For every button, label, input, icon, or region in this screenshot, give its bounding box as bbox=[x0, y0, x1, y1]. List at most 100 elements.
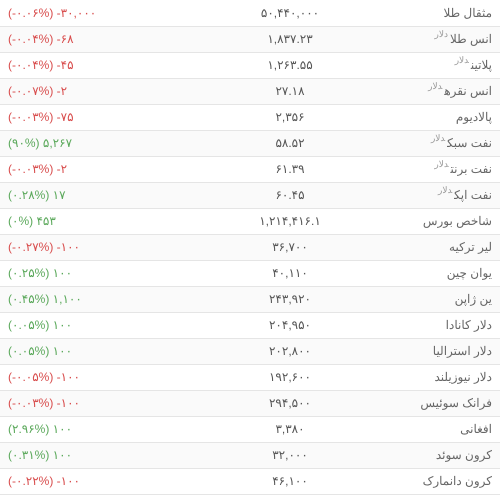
instrument-name: یوان چین bbox=[380, 260, 500, 286]
change-amount: ۱۰۰ bbox=[49, 318, 72, 332]
price-value: ۱۹۲,۶۰۰ bbox=[200, 364, 380, 390]
change-amount: ۱۷ bbox=[49, 188, 65, 202]
instrument-name: فرانک سوئیس bbox=[380, 390, 500, 416]
table-row: یوان چین۴۰,۱۱۰(۰.۲۵%) ۱۰۰ bbox=[0, 260, 500, 286]
price-value: ۶۱.۳۹ bbox=[200, 156, 380, 182]
change-value: (۰.۴۵%) ۱,۱۰۰ bbox=[0, 286, 200, 312]
price-table: مثقال طلا۵۰,۴۴۰,۰۰۰(-۰.۰۶%) -۳۰,۰۰۰انس ط… bbox=[0, 0, 500, 495]
change-amount: ۱,۱۰۰ bbox=[49, 292, 81, 306]
instrument-name: ین ژاپن bbox=[380, 286, 500, 312]
price-value: ۲۰۲,۸۰۰ bbox=[200, 338, 380, 364]
price-value: ۴۶,۱۰۰ bbox=[200, 468, 380, 494]
change-value: (-۰.۰۴%) -۴۵ bbox=[0, 52, 200, 78]
change-percent: (۰.۰۵%) bbox=[8, 344, 49, 358]
change-value: (۹۰%) ۵,۲۶۷ bbox=[0, 130, 200, 156]
change-value: (۰%) ۴۵۳ bbox=[0, 208, 200, 234]
instrument-name: نفت سبکدلار bbox=[380, 130, 500, 156]
name-text: نفت اپک bbox=[454, 188, 492, 202]
change-value: (-۰.۰۶%) -۳۰,۰۰۰ bbox=[0, 0, 200, 26]
instrument-name: انس نقرهدلار bbox=[380, 78, 500, 104]
table-row: پلاتیندلار۱,۲۶۳.۵۵(-۰.۰۴%) -۴۵ bbox=[0, 52, 500, 78]
change-percent: (۰.۴۵%) bbox=[8, 292, 49, 306]
change-amount: ۱۰۰ bbox=[49, 344, 72, 358]
table-row: انس نقرهدلار۲۷.۱۸(-۰.۰۷%) -۲ bbox=[0, 78, 500, 104]
change-amount: -۶۸ bbox=[53, 32, 73, 46]
price-value: ۳,۳۸۰ bbox=[200, 416, 380, 442]
change-percent: (۲.۹۶%) bbox=[8, 422, 49, 436]
change-percent: (-۰.۰۳%) bbox=[8, 110, 53, 124]
change-value: (۰.۳۱%) ۱۰۰ bbox=[0, 442, 200, 468]
table-row: کرون سوئد۳۲,۰۰۰(۰.۳۱%) ۱۰۰ bbox=[0, 442, 500, 468]
table-row: ین ژاپن۲۴۳,۹۲۰(۰.۴۵%) ۱,۱۰۰ bbox=[0, 286, 500, 312]
change-percent: (-۰.۰۵%) bbox=[8, 370, 53, 384]
change-percent: (-۰.۰۳%) bbox=[8, 396, 53, 410]
name-text: فرانک سوئیس bbox=[420, 396, 492, 410]
price-value: ۲۴۳,۹۲۰ bbox=[200, 286, 380, 312]
change-amount: ۴۵۳ bbox=[33, 214, 56, 228]
change-amount: -۴۵ bbox=[53, 58, 73, 72]
currency-superscript: دلار bbox=[434, 29, 448, 39]
instrument-name: دلار نیوزیلند bbox=[380, 364, 500, 390]
change-value: (۰.۰۵%) ۱۰۰ bbox=[0, 338, 200, 364]
price-value: ۱,۲۶۳.۵۵ bbox=[200, 52, 380, 78]
change-value: (-۰.۲۲%) -۱۰۰ bbox=[0, 468, 200, 494]
table-row: نفت سبکدلار۵۸.۵۲(۹۰%) ۵,۲۶۷ bbox=[0, 130, 500, 156]
currency-superscript: دلار bbox=[455, 55, 469, 65]
change-amount: -۱۰۰ bbox=[53, 240, 80, 254]
table-row: نفت اپکدلار۶۰.۴۵(۰.۲۸%) ۱۷ bbox=[0, 182, 500, 208]
change-value: (-۰.۰۳%) -۱۰۰ bbox=[0, 390, 200, 416]
name-text: ین ژاپن bbox=[455, 292, 492, 306]
table-row: انس طلادلار۱,۸۳۷.۲۳(-۰.۰۴%) -۶۸ bbox=[0, 26, 500, 52]
instrument-name: نفت اپکدلار bbox=[380, 182, 500, 208]
change-percent: (۰.۰۵%) bbox=[8, 318, 49, 332]
change-percent: (-۰.۰۳%) bbox=[8, 162, 53, 176]
price-value: ۱,۸۳۷.۲۳ bbox=[200, 26, 380, 52]
name-text: شاخص بورس bbox=[423, 214, 492, 228]
change-amount: ۱۰۰ bbox=[49, 266, 72, 280]
table-row: دلار نیوزیلند ۱۹۲,۶۰۰ (-۰.۰۵%) -۱۰۰ bbox=[0, 364, 500, 390]
change-value: (۲.۹۶%) ۱۰۰ bbox=[0, 416, 200, 442]
table-row: افغانی۳,۳۸۰(۲.۹۶%) ۱۰۰ bbox=[0, 416, 500, 442]
price-value: ۲,۳۵۶ bbox=[200, 104, 380, 130]
name-text: نفت برنت bbox=[451, 162, 492, 176]
change-amount: ۵,۲۶۷ bbox=[40, 136, 72, 150]
change-value: (۰.۲۵%) ۱۰۰ bbox=[0, 260, 200, 286]
change-amount: -۱۰۰ bbox=[53, 370, 80, 384]
table-row: شاخص بورس ۱,۲۱۴,۴۱۶.۱(۰%) ۴۵۳ bbox=[0, 208, 500, 234]
instrument-name: دلار استرالیا bbox=[380, 338, 500, 364]
change-amount: ۱۰۰ bbox=[49, 422, 72, 436]
change-amount: -۳۰,۰۰۰ bbox=[53, 6, 96, 20]
change-amount: -۱۰۰ bbox=[53, 396, 80, 410]
name-text: لیر ترکیه bbox=[449, 240, 492, 254]
instrument-name: مثقال طلا bbox=[380, 0, 500, 26]
change-value: (-۰.۰۳%) -۷۵ bbox=[0, 104, 200, 130]
change-value: (-۰.۰۷%) -۲ bbox=[0, 78, 200, 104]
name-text: کرون سوئد bbox=[436, 448, 492, 462]
change-value: (۰.۰۵%) ۱۰۰ bbox=[0, 312, 200, 338]
instrument-name: افغانی bbox=[380, 416, 500, 442]
change-value: (۰.۲۸%) ۱۷ bbox=[0, 182, 200, 208]
instrument-name: پلاتیندلار bbox=[380, 52, 500, 78]
change-percent: (۰.۲۸%) bbox=[8, 188, 49, 202]
change-value: (-۰.۲۷%) -۱۰۰ bbox=[0, 234, 200, 260]
table-row: لیر ترکیه۳۶,۷۰۰(-۰.۲۷%) -۱۰۰ bbox=[0, 234, 500, 260]
change-value: (-۰.۰۳%) -۲ bbox=[0, 156, 200, 182]
currency-superscript: دلار bbox=[431, 133, 445, 143]
change-amount: ۱۰۰ bbox=[49, 448, 72, 462]
table-row: پالادیوم۲,۳۵۶(-۰.۰۳%) -۷۵ bbox=[0, 104, 500, 130]
currency-superscript: دلار bbox=[438, 185, 452, 195]
instrument-name: دلار کانادا bbox=[380, 312, 500, 338]
name-text: دلار کانادا bbox=[446, 318, 492, 332]
table-row: کرون دانمارک۴۶,۱۰۰(-۰.۲۲%) -۱۰۰ bbox=[0, 468, 500, 494]
instrument-name: لیر ترکیه bbox=[380, 234, 500, 260]
change-percent: (۰.۳۱%) bbox=[8, 448, 49, 462]
name-text: کرون دانمارک bbox=[423, 474, 492, 488]
name-text: دلار نیوزیلند bbox=[434, 370, 492, 384]
name-text: انس نقره bbox=[444, 84, 492, 98]
change-amount: -۷۵ bbox=[53, 110, 73, 124]
change-percent: (۰.۲۵%) bbox=[8, 266, 49, 280]
currency-superscript: دلار bbox=[434, 159, 448, 169]
change-percent: (-۰.۲۲%) bbox=[8, 474, 53, 488]
change-amount: -۱۰۰ bbox=[53, 474, 80, 488]
price-value: ۱,۲۱۴,۴۱۶.۱ bbox=[200, 208, 380, 234]
